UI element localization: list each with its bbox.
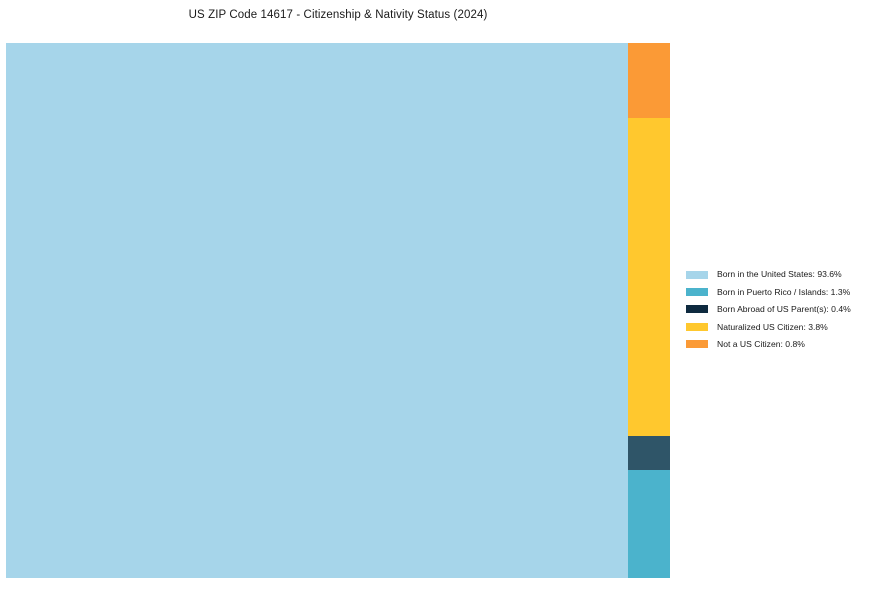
legend-item-born-in-puerto-rico-islands[interactable]: Born in Puerto Rico / Islands: 1.3% xyxy=(686,283,881,300)
treemap-cell-not-a-us-citizen[interactable] xyxy=(628,43,670,118)
legend-item-not-a-us-citizen[interactable]: Not a US Citizen: 0.8% xyxy=(686,336,881,353)
legend-item-label: Not a US Citizen: 0.8% xyxy=(717,338,805,349)
legend-swatch-icon xyxy=(686,340,708,349)
legend-item-label: Born in the United States: 93.6% xyxy=(717,269,842,280)
chart-title: US ZIP Code 14617 - Citizenship & Nativi… xyxy=(188,9,488,21)
legend-swatch-icon xyxy=(686,322,708,331)
legend-item-label: Naturalized US Citizen: 3.8% xyxy=(717,321,828,332)
legend-swatch-icon xyxy=(686,270,708,279)
legend-item-born-in-the-united-states[interactable]: Born in the United States: 93.6% xyxy=(686,266,881,283)
treemap-column-primary xyxy=(6,43,628,578)
treemap-plot-area xyxy=(6,43,670,578)
legend-item-born-abroad-of-us-parents[interactable]: Born Abroad of US Parent(s): 0.4% xyxy=(686,301,881,318)
legend: Born in the United States: 93.6% Born in… xyxy=(686,266,881,353)
treemap-cell-born-in-the-united-states[interactable] xyxy=(6,43,628,578)
treemap-column-secondary xyxy=(628,43,670,578)
legend-item-naturalized-us-citizen[interactable]: Naturalized US Citizen: 3.8% xyxy=(686,318,881,335)
treemap-cell-born-abroad-of-us-parents[interactable] xyxy=(628,436,670,471)
legend-swatch-icon xyxy=(686,305,708,314)
legend-item-label: Born Abroad of US Parent(s): 0.4% xyxy=(717,304,851,315)
treemap-cell-naturalized-us-citizen[interactable] xyxy=(628,118,670,436)
legend-item-label: Born in Puerto Rico / Islands: 1.3% xyxy=(717,286,851,297)
legend-swatch-icon xyxy=(686,288,708,297)
treemap-cell-born-in-puerto-rico-islands[interactable] xyxy=(628,469,670,578)
